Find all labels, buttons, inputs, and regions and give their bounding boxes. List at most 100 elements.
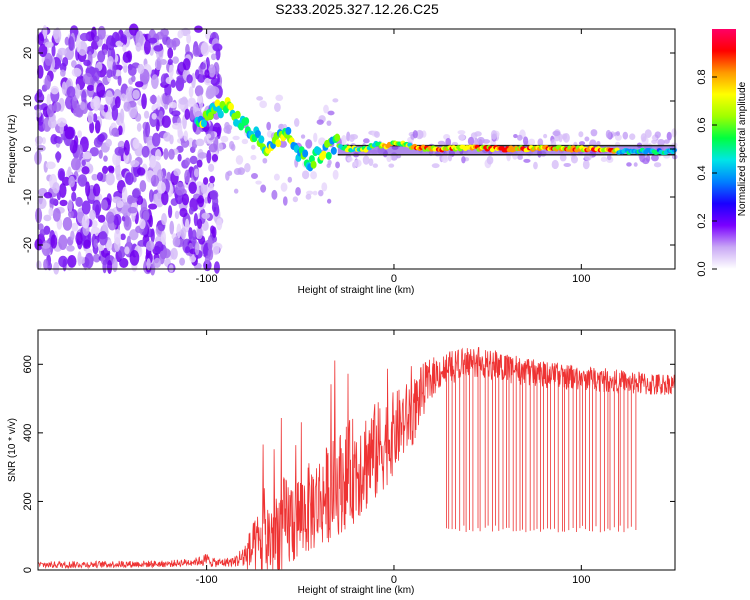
noise-blob bbox=[348, 134, 355, 143]
noise-blob bbox=[353, 159, 362, 168]
noise-blob bbox=[131, 188, 141, 199]
noise-blob bbox=[151, 112, 157, 120]
noise-blob bbox=[645, 154, 651, 162]
y-tick-label: 20 bbox=[22, 47, 34, 59]
noise-blob bbox=[156, 31, 164, 40]
noise-blob bbox=[374, 131, 380, 138]
noise-blob bbox=[46, 93, 51, 107]
noise-blob bbox=[323, 104, 329, 114]
noise-blob bbox=[90, 226, 101, 237]
noise-blob bbox=[82, 151, 92, 160]
noise-blob bbox=[266, 121, 271, 131]
noise-blob bbox=[605, 129, 612, 139]
noise-blob bbox=[153, 257, 162, 269]
noise-blob bbox=[53, 261, 60, 275]
noise-blob bbox=[216, 218, 223, 231]
noise-blob bbox=[62, 217, 73, 231]
noise-blob bbox=[200, 62, 206, 70]
noise-blob bbox=[275, 94, 284, 102]
noise-blob bbox=[52, 182, 60, 194]
noise-blob bbox=[130, 160, 140, 168]
noise-blob bbox=[183, 130, 189, 142]
snr-frame bbox=[37, 329, 676, 571]
noise-blob bbox=[614, 134, 622, 141]
noise-blob bbox=[43, 214, 52, 222]
noise-blob bbox=[96, 171, 104, 182]
noise-blob bbox=[111, 105, 119, 121]
noise-blob bbox=[169, 220, 175, 235]
x-tick-label: -100 bbox=[196, 574, 218, 586]
noise-blob bbox=[81, 200, 91, 215]
noise-blob bbox=[578, 141, 586, 146]
noise-blob bbox=[77, 144, 83, 161]
noise-blob bbox=[50, 234, 58, 249]
noise-blob bbox=[570, 155, 578, 164]
noise-blob bbox=[552, 130, 561, 137]
noise-blob bbox=[97, 133, 105, 143]
noise-blob bbox=[332, 169, 339, 180]
noise-blob bbox=[170, 247, 178, 260]
noise-blob bbox=[321, 182, 328, 192]
noise-blob bbox=[615, 131, 620, 136]
noise-blob bbox=[486, 155, 494, 165]
x-tick-label: -100 bbox=[196, 273, 218, 285]
noise-blob bbox=[41, 242, 51, 249]
noise-blob bbox=[66, 245, 75, 252]
noise-blob bbox=[280, 182, 288, 192]
noise-blob bbox=[168, 101, 178, 109]
y-tick-label: 200 bbox=[22, 492, 34, 510]
noise-blob bbox=[149, 189, 154, 203]
noise-blob bbox=[34, 135, 44, 145]
noise-blob bbox=[179, 257, 186, 266]
noise-blob bbox=[139, 218, 146, 230]
noise-blob bbox=[71, 60, 77, 68]
noise-blob bbox=[161, 213, 167, 226]
noise-blob bbox=[327, 110, 335, 116]
noise-blob bbox=[77, 251, 82, 267]
noise-blob bbox=[92, 253, 101, 263]
noise-blob bbox=[666, 131, 672, 141]
noise-blob bbox=[522, 136, 529, 146]
noise-blob bbox=[640, 133, 647, 142]
noise-blob bbox=[72, 107, 83, 117]
noise-blob bbox=[318, 189, 324, 197]
noise-blob bbox=[250, 154, 257, 161]
noise-blob bbox=[271, 189, 278, 200]
noise-blob bbox=[310, 171, 318, 180]
ridge-blob bbox=[234, 110, 241, 119]
noise-blob bbox=[120, 34, 127, 44]
noise-blob bbox=[184, 169, 191, 184]
noise-blob bbox=[250, 173, 258, 179]
noise-blob bbox=[607, 154, 612, 161]
noise-blob bbox=[172, 40, 177, 51]
noise-blob bbox=[47, 117, 57, 129]
noise-blob bbox=[121, 186, 128, 203]
noise-blob bbox=[145, 121, 151, 138]
noise-blob bbox=[173, 168, 181, 177]
noise-blob bbox=[191, 229, 197, 241]
noise-blob bbox=[326, 120, 332, 126]
noise-blob bbox=[38, 43, 48, 58]
noise-blob bbox=[650, 154, 659, 162]
noise-blob bbox=[125, 86, 135, 102]
noise-blob bbox=[59, 69, 66, 77]
noise-blob bbox=[235, 155, 244, 165]
snr-y-label: SNR (10 * v/v) bbox=[7, 418, 18, 482]
noise-blob bbox=[43, 191, 53, 199]
noise-blob bbox=[174, 182, 185, 196]
noise-blob bbox=[125, 172, 134, 186]
noise-blob bbox=[45, 161, 56, 170]
spectrogram-noise-layer bbox=[33, 23, 678, 276]
noise-blob bbox=[441, 155, 449, 163]
noise-blob bbox=[39, 229, 47, 236]
noise-blob bbox=[447, 154, 453, 162]
noise-blob bbox=[66, 86, 76, 98]
noise-blob bbox=[213, 261, 220, 274]
noise-blob bbox=[37, 223, 44, 231]
noise-blob bbox=[141, 145, 150, 158]
noise-blob bbox=[97, 243, 105, 252]
noise-blob bbox=[71, 191, 77, 202]
noise-blob bbox=[161, 115, 171, 128]
noise-blob bbox=[229, 140, 235, 150]
x-tick-label: 100 bbox=[572, 574, 590, 586]
